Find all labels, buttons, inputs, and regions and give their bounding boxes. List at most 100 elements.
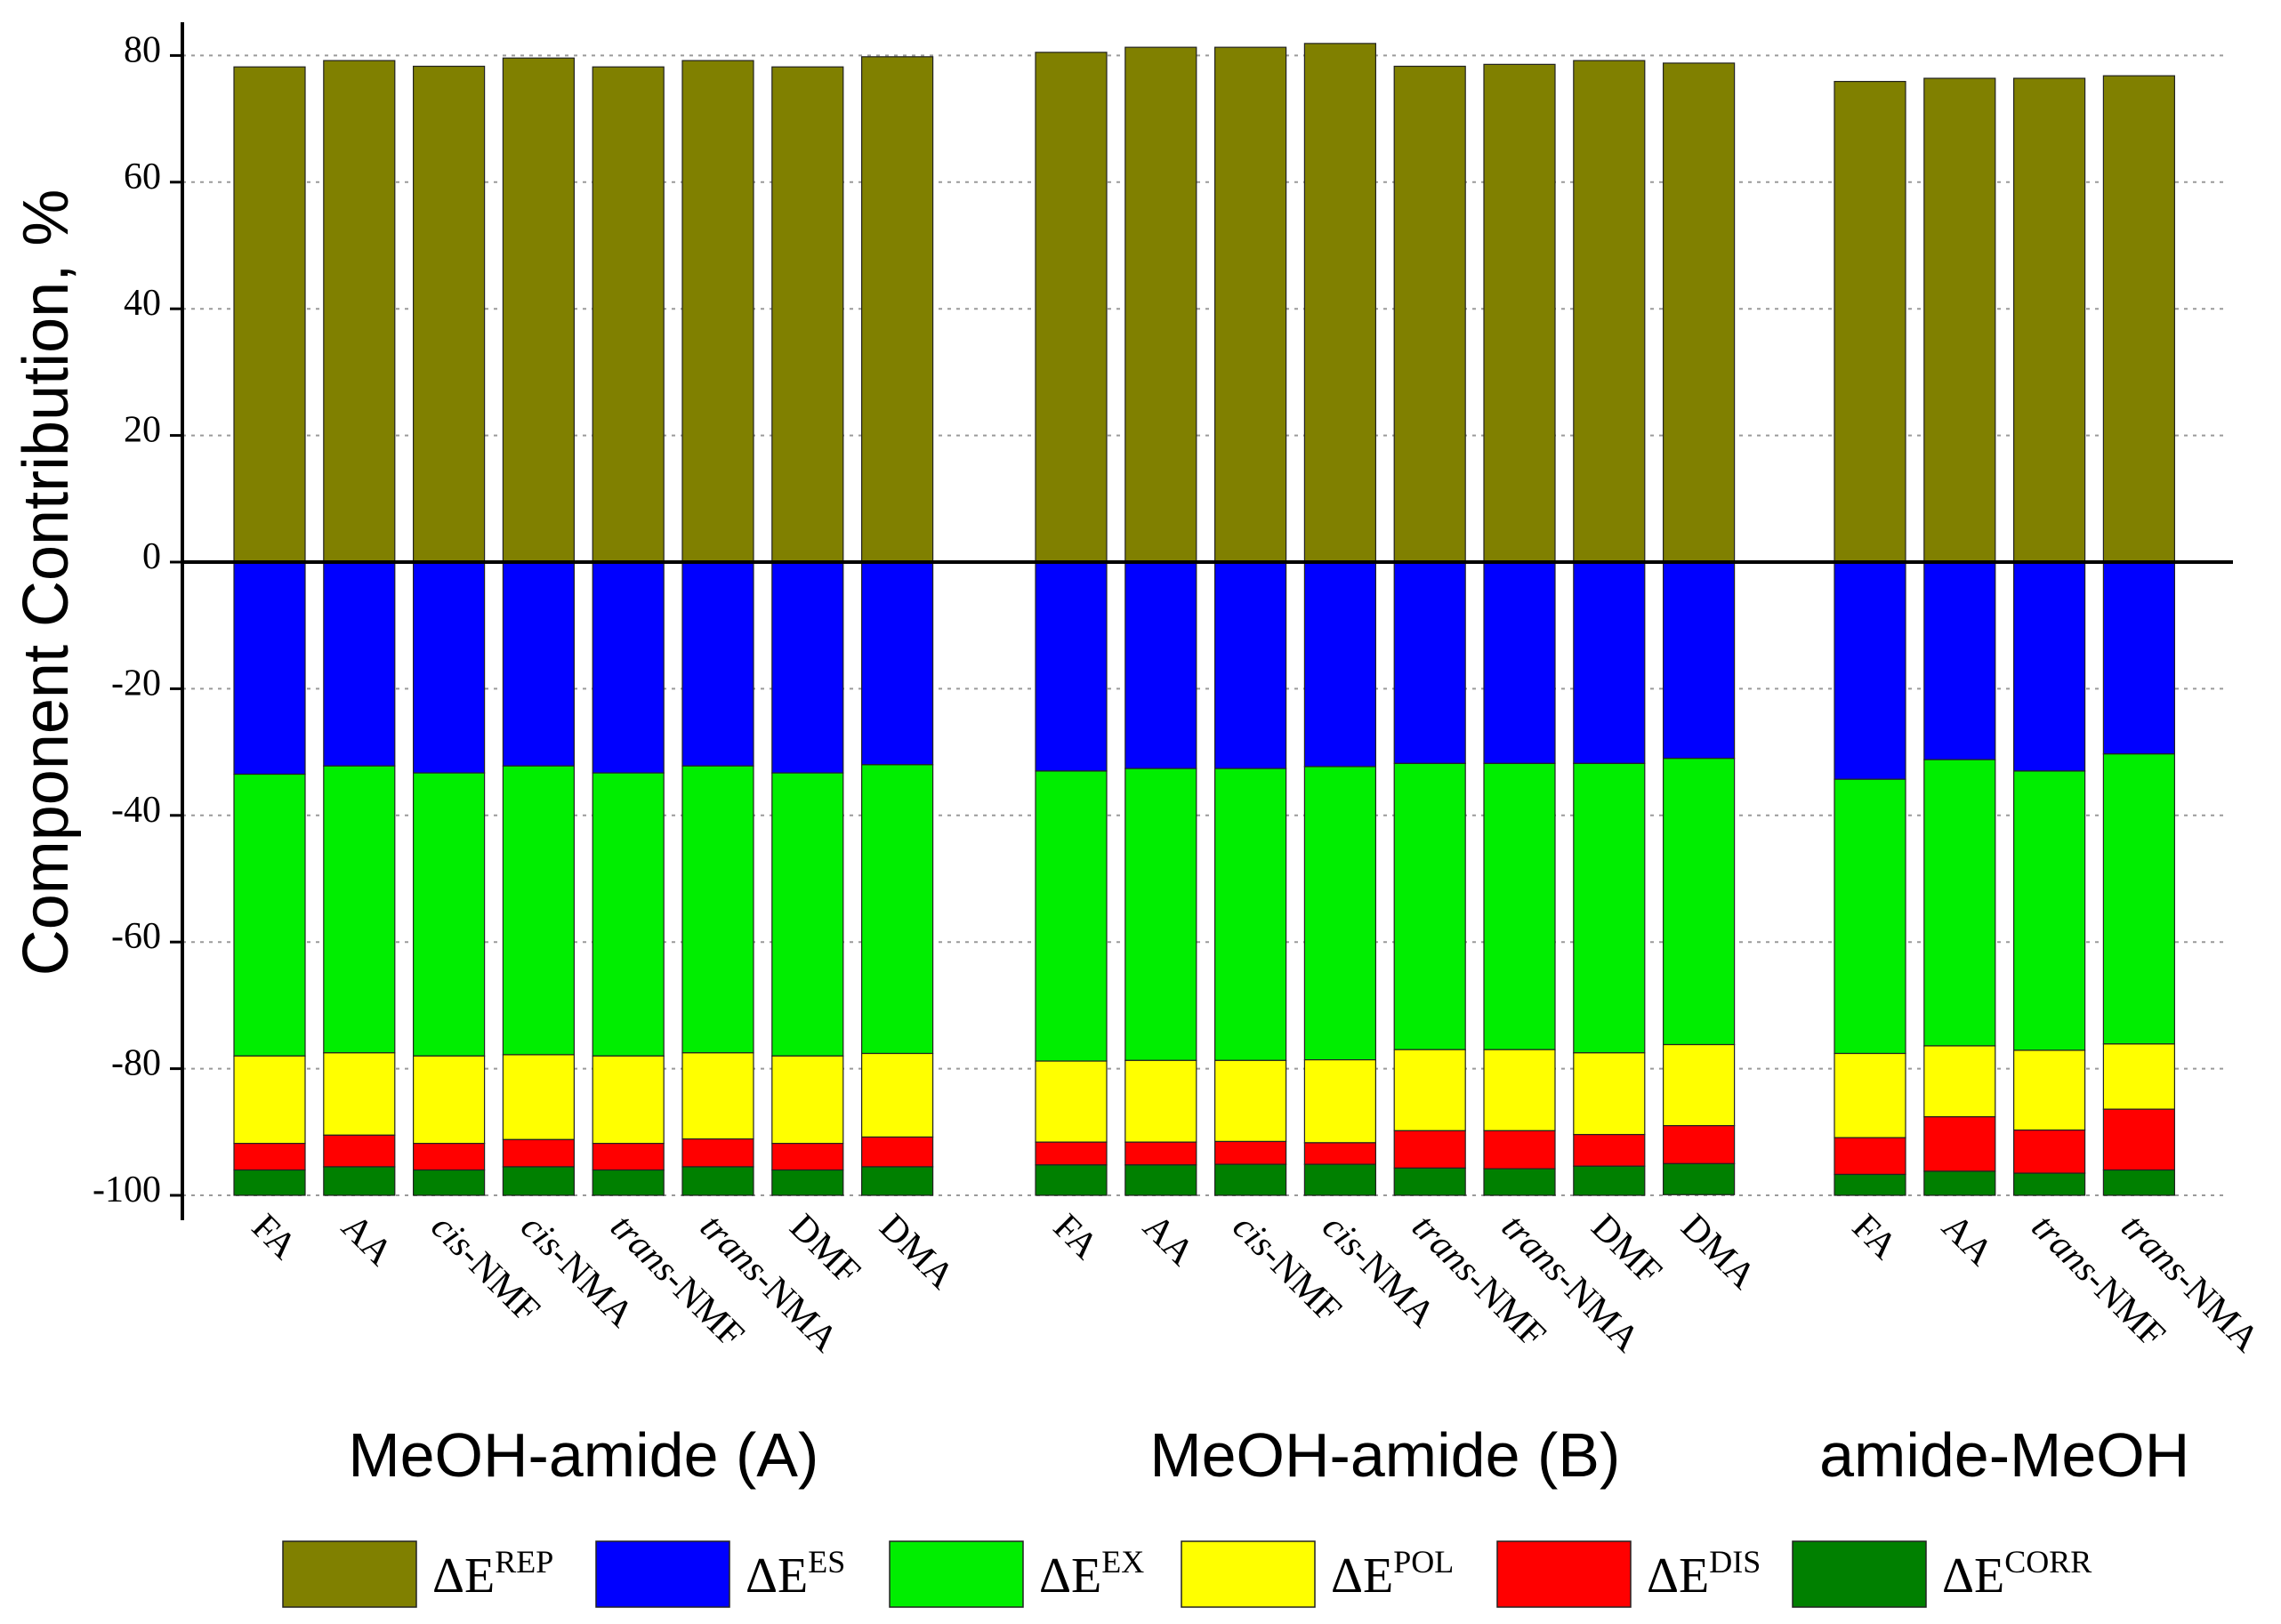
x-category-label-text: AA [334, 1207, 401, 1274]
bar-stack [1834, 80, 1906, 1196]
bar-stack [502, 57, 576, 1196]
bar-stack [233, 66, 306, 1196]
bar-rep [592, 66, 665, 563]
bar-corr [413, 1169, 486, 1196]
x-category-label-text: FA [1844, 1207, 1906, 1268]
bar-ex [1035, 770, 1108, 1062]
bar-corr [2013, 1172, 2086, 1196]
bar-es [1393, 561, 1466, 765]
bar-stack [1124, 46, 1197, 1196]
bar-dis [1834, 1137, 1906, 1176]
bar-dis [2013, 1130, 2086, 1174]
bar-dis [1483, 1130, 1556, 1170]
group-label: MeOH-amide (B) [1149, 1420, 1620, 1490]
bar-pol [1923, 1045, 1996, 1118]
bar-es [1483, 561, 1556, 765]
x-category-label: FA [244, 1207, 305, 1268]
bar-ex [1662, 758, 1736, 1046]
bar-dis [1573, 1134, 1646, 1167]
bar-es [592, 561, 665, 774]
bar-es [681, 561, 754, 767]
bar-es [1834, 561, 1906, 780]
bar-es [502, 561, 576, 767]
bars [233, 43, 2175, 1196]
legend-swatch [595, 1540, 730, 1608]
bar-stack [860, 56, 934, 1196]
x-category-label-text: DMA [872, 1207, 963, 1298]
bar-stack [413, 65, 486, 1196]
bar-ex [1573, 762, 1646, 1054]
bar-rep [1923, 77, 1996, 563]
x-category-label: DMA [872, 1207, 963, 1298]
bar-corr [1124, 1164, 1197, 1196]
bar-corr [1834, 1173, 1906, 1196]
bar-corr [860, 1166, 934, 1196]
legend-item-es: ΔEES [595, 1540, 845, 1608]
x-category-label-text: DMA [1673, 1207, 1764, 1298]
bar-rep [1124, 46, 1197, 563]
bar-ex [323, 765, 396, 1054]
bar-pol [1483, 1049, 1556, 1131]
legend-label: ΔEPOL [1331, 1544, 1454, 1604]
group-labels: MeOH-amide (A) MeOH-amide (B) amide-MeOH [348, 1420, 2189, 1490]
y-tick-label: -80 [111, 1043, 161, 1084]
axes [181, 22, 2233, 1220]
bar-dis [1393, 1130, 1466, 1169]
bar-corr [233, 1169, 306, 1196]
bar-ex [1923, 759, 1996, 1047]
bar-pol [1124, 1059, 1197, 1143]
legend-item-rep: ΔEREP [282, 1540, 553, 1608]
bar-corr [771, 1169, 844, 1196]
bar-ex [681, 765, 754, 1054]
bar-es [323, 561, 396, 767]
bar-es [1662, 561, 1736, 760]
legend-item-dis: ΔEDIS [1496, 1540, 1761, 1608]
bar-pol [1035, 1060, 1108, 1143]
bar-rep [413, 65, 486, 563]
bar-corr [1573, 1165, 1646, 1196]
bar-es [1124, 561, 1197, 769]
bar-pol [502, 1054, 576, 1140]
bar-pol [1303, 1059, 1377, 1144]
bar-stack [323, 60, 396, 1196]
bar-corr [1923, 1170, 1996, 1196]
x-category-label: AA [1934, 1207, 2002, 1274]
bar-rep [233, 66, 306, 563]
bar-corr [1035, 1164, 1108, 1196]
bar-dis [233, 1143, 306, 1171]
legend-swatch [1496, 1540, 1632, 1608]
bar-ex [1834, 778, 1906, 1055]
bar-stack [2102, 75, 2175, 1196]
bar-stack [1303, 43, 1377, 1196]
y-tick-label: -60 [111, 916, 161, 957]
legend-item-pol: ΔEPOL [1181, 1540, 1454, 1608]
bar-dis [592, 1143, 665, 1171]
bar-rep [1483, 63, 1556, 563]
bar-pol [681, 1052, 754, 1140]
bar-dis [502, 1138, 576, 1168]
bar-rep [1834, 80, 1906, 563]
group-label: amide-MeOH [1819, 1420, 2189, 1490]
bar-ex [1124, 768, 1197, 1061]
bar-pol [860, 1052, 934, 1138]
bar-rep [771, 66, 844, 563]
bar-es [1213, 561, 1287, 769]
bar-corr [1393, 1167, 1466, 1196]
bar-es [2013, 561, 2086, 772]
group-label: MeOH-amide (A) [348, 1420, 818, 1490]
y-tick-label: 80 [124, 29, 161, 70]
y-tick-label: -100 [93, 1170, 161, 1210]
bar-stack [1035, 52, 1108, 1196]
legend-label: ΔEREP [432, 1544, 553, 1604]
bar-rep [1035, 52, 1108, 563]
bar-dis [2102, 1108, 2175, 1171]
bar-ex [1213, 768, 1287, 1061]
bar-corr [1662, 1162, 1736, 1195]
y-tick-label: -40 [111, 790, 161, 831]
x-category-label: FA [1844, 1207, 1906, 1268]
bar-corr [502, 1166, 576, 1196]
bar-es [860, 561, 934, 766]
bar-pol [771, 1055, 844, 1145]
